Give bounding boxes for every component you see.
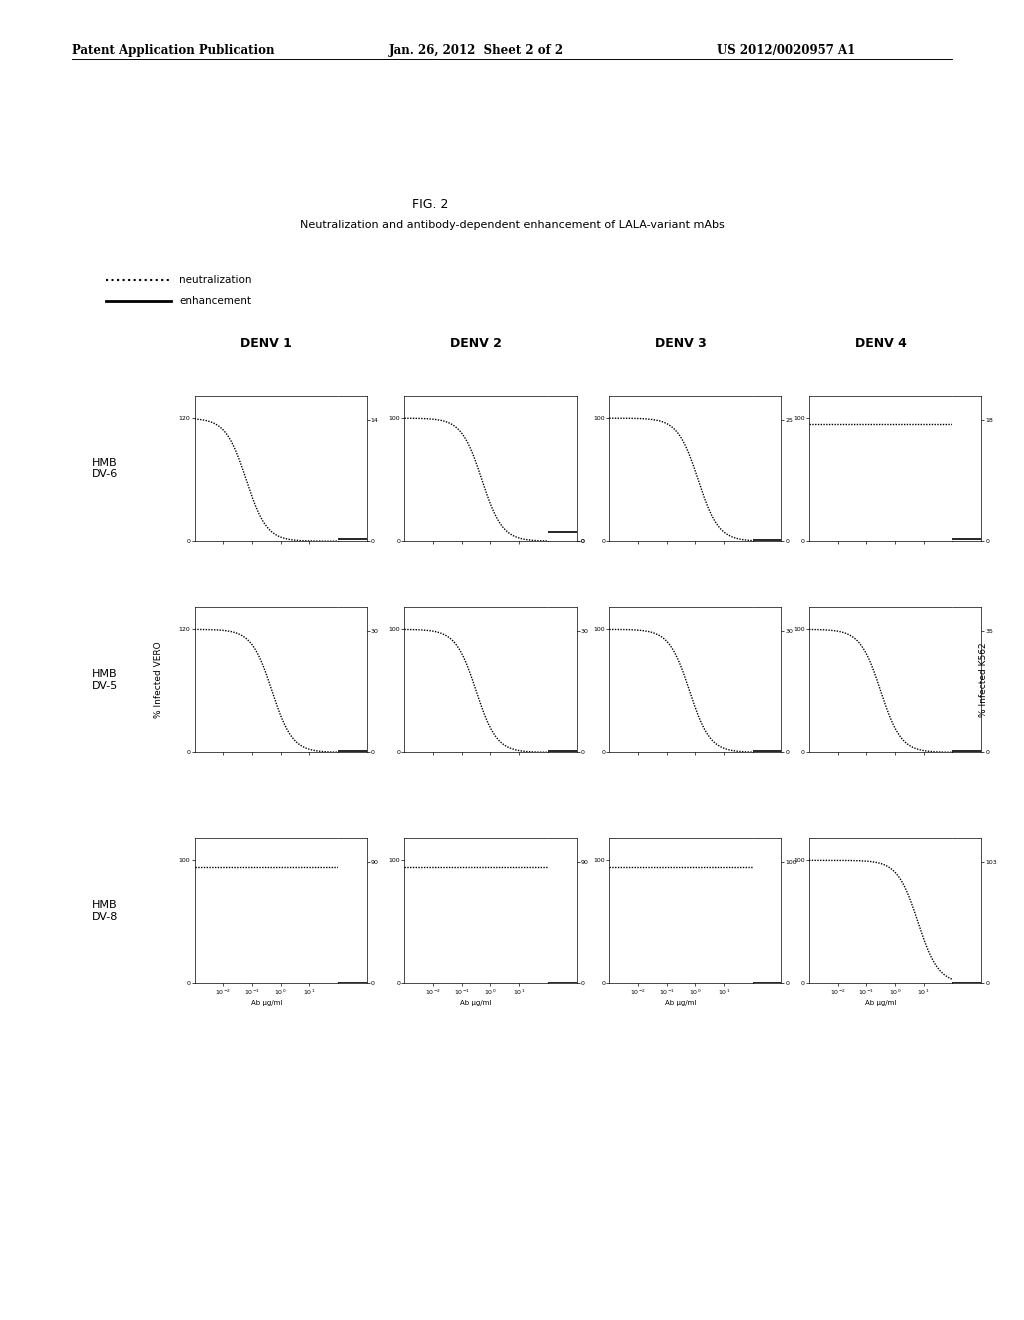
Text: % Infected VERO: % Infected VERO xyxy=(155,642,163,718)
Text: HMB
DV-6: HMB DV-6 xyxy=(91,458,118,479)
Text: enhancement: enhancement xyxy=(179,296,251,306)
Text: % Infected K562: % Infected K562 xyxy=(979,643,987,717)
Text: HMB
DV-8: HMB DV-8 xyxy=(91,900,118,921)
Text: DENV 4: DENV 4 xyxy=(855,337,906,350)
X-axis label: Ab μg/ml: Ab μg/ml xyxy=(666,999,696,1006)
Text: Patent Application Publication: Patent Application Publication xyxy=(72,44,274,57)
Text: Neutralization and antibody-dependent enhancement of LALA-variant mAbs: Neutralization and antibody-dependent en… xyxy=(300,220,724,231)
X-axis label: Ab μg/ml: Ab μg/ml xyxy=(461,999,492,1006)
Text: HMB
DV-5: HMB DV-5 xyxy=(91,669,118,690)
Text: FIG. 2: FIG. 2 xyxy=(412,198,449,211)
Text: DENV 1: DENV 1 xyxy=(241,337,292,350)
Text: US 2012/0020957 A1: US 2012/0020957 A1 xyxy=(717,44,855,57)
Text: neutralization: neutralization xyxy=(179,275,252,285)
Text: DENV 2: DENV 2 xyxy=(451,337,502,350)
X-axis label: Ab μg/ml: Ab μg/ml xyxy=(251,999,282,1006)
Text: Jan. 26, 2012  Sheet 2 of 2: Jan. 26, 2012 Sheet 2 of 2 xyxy=(389,44,564,57)
X-axis label: Ab μg/ml: Ab μg/ml xyxy=(865,999,896,1006)
Text: DENV 3: DENV 3 xyxy=(655,337,707,350)
